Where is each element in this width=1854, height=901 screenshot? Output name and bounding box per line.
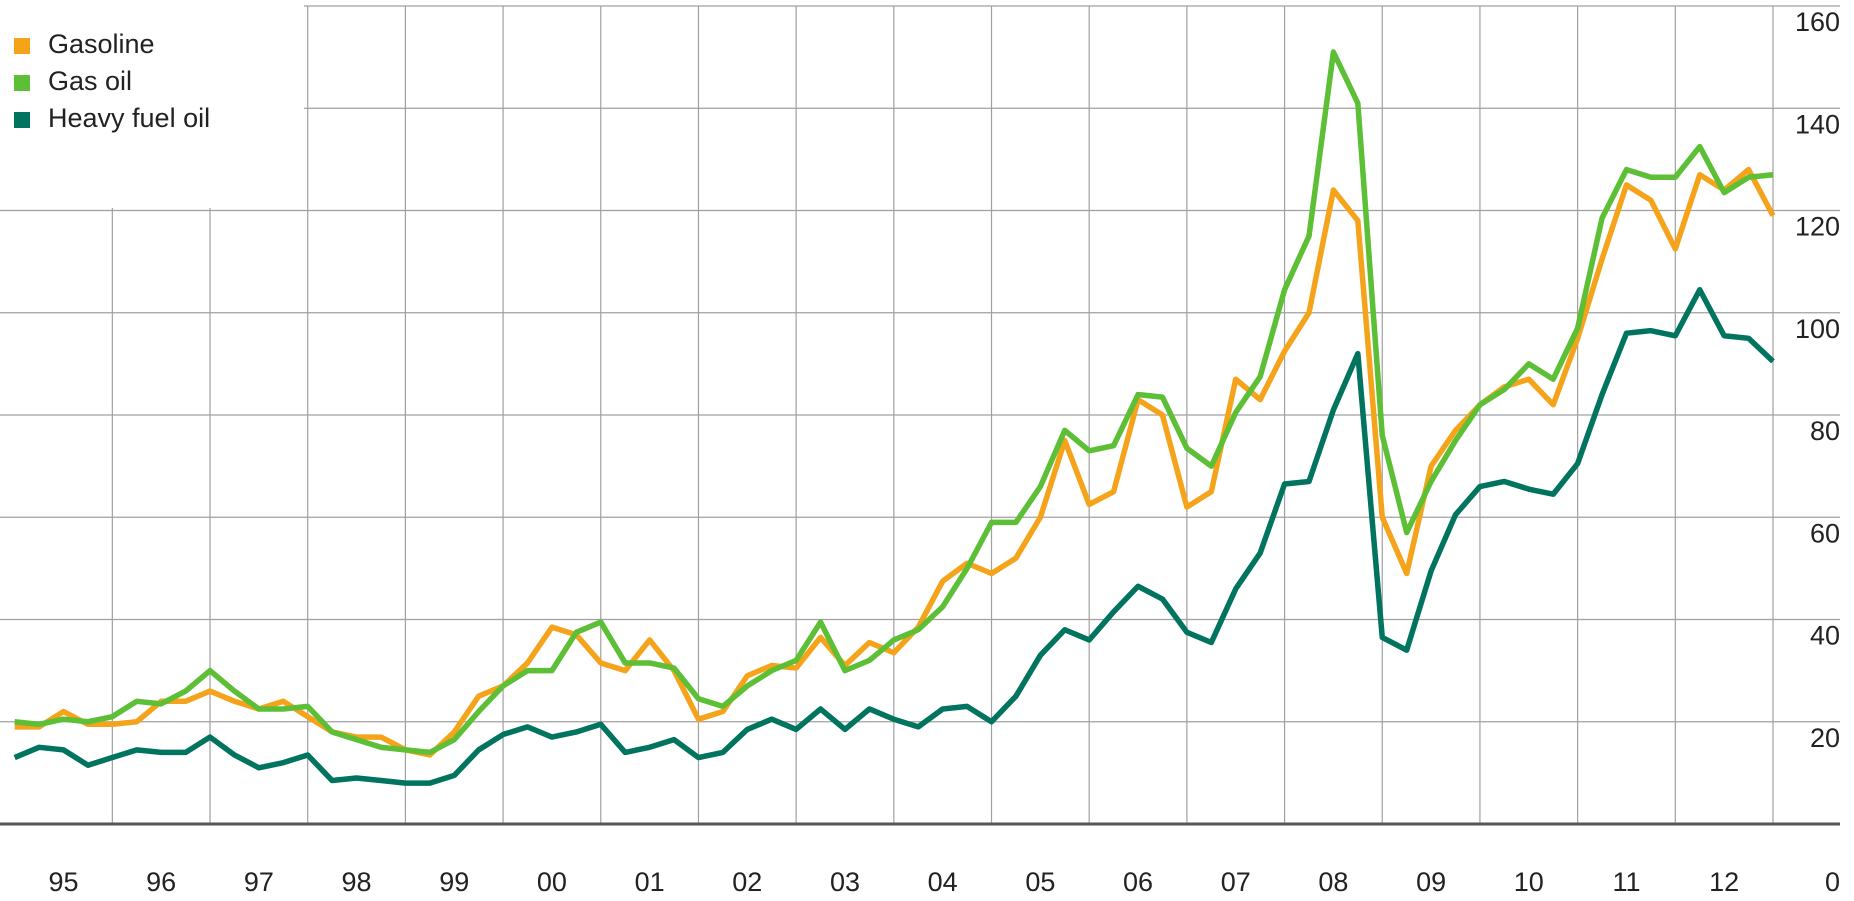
- x-tick-label: 08: [1318, 867, 1348, 896]
- x-tick-label: 09: [1416, 867, 1446, 896]
- y-tick-label: 40: [1810, 621, 1840, 651]
- legend: Gasoline Gas oil Heavy fuel oil: [0, 0, 304, 208]
- legend-label: Gasoline: [48, 29, 155, 59]
- series-line: [14, 49, 1774, 756]
- x-tick-label: 00: [537, 867, 567, 896]
- x-tick-label: 97: [244, 867, 274, 896]
- legend-swatch: [14, 75, 30, 91]
- y-tick-label: 0: [1825, 867, 1840, 896]
- legend-swatch: [14, 38, 30, 54]
- y-tick-label: 80: [1810, 416, 1840, 446]
- legend-swatch: [14, 112, 30, 128]
- x-tick-label: 12: [1709, 867, 1739, 896]
- x-tick-label: 02: [732, 867, 762, 896]
- legend-label: Gas oil: [48, 66, 132, 96]
- series-line: [13, 286, 1775, 786]
- legend-label: Heavy fuel oil: [48, 103, 210, 133]
- y-tick-label: 100: [1795, 314, 1840, 344]
- x-tick-label: 95: [48, 867, 78, 896]
- x-tick-label: 99: [439, 867, 469, 896]
- x-tick-label: 06: [1123, 867, 1153, 896]
- legend-background: [0, 0, 304, 208]
- x-tick-label: 05: [1025, 867, 1055, 896]
- y-tick-label: 120: [1795, 212, 1840, 242]
- x-tick-label: 98: [342, 867, 372, 896]
- x-tick-label: 01: [635, 867, 665, 896]
- x-tick-label: 07: [1221, 867, 1251, 896]
- y-tick-label: 20: [1810, 723, 1840, 753]
- x-tick-label: 04: [928, 867, 958, 896]
- y-tick-label: 160: [1795, 7, 1840, 37]
- x-tick-label: 03: [830, 867, 860, 896]
- y-tick-label: 140: [1795, 109, 1840, 139]
- y-tick-label: 60: [1810, 518, 1840, 548]
- x-tick-label: 11: [1612, 867, 1640, 896]
- x-tick-label: 96: [146, 867, 176, 896]
- x-tick-label: 10: [1514, 867, 1544, 896]
